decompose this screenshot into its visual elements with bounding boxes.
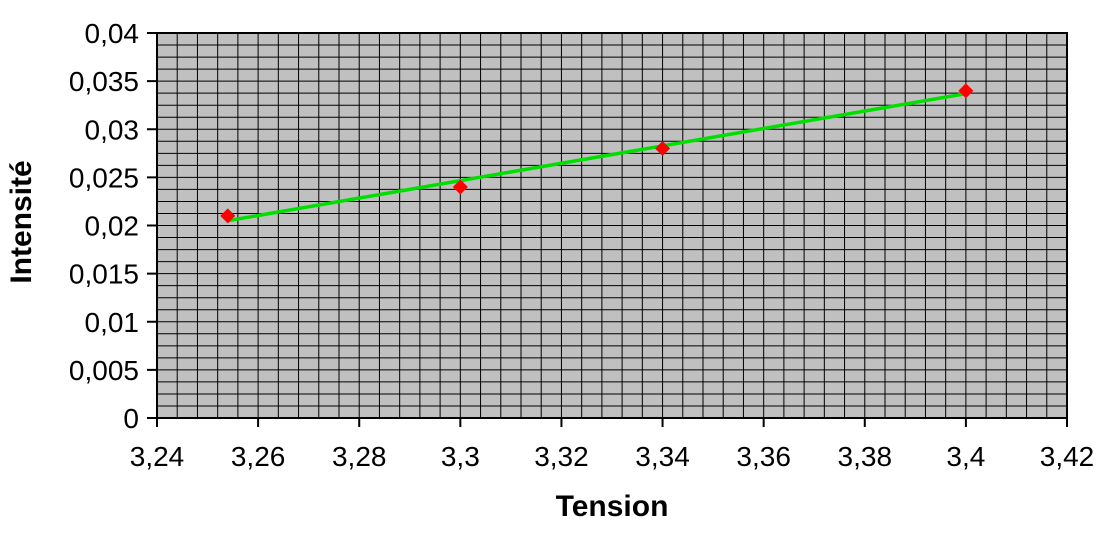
y-tick-label: 0,02 [85, 211, 140, 242]
y-tick-label: 0,015 [69, 259, 139, 290]
x-tick-label: 3,3 [441, 441, 480, 472]
y-tick-label: 0,01 [85, 307, 140, 338]
x-tick-label: 3,42 [1040, 441, 1095, 472]
data-point [958, 83, 974, 99]
y-tick-label: 0,005 [69, 355, 139, 386]
data-point [655, 141, 671, 156]
x-tick-label: 3,36 [736, 441, 791, 472]
y-tick-label: 0,04 [85, 18, 140, 49]
data-point [452, 179, 468, 195]
data-point [220, 208, 236, 224]
x-tick-label: 3,28 [332, 441, 387, 472]
x-tick-label: 3,24 [130, 441, 185, 472]
x-tick-label: 3,34 [635, 441, 690, 472]
y-tick-label: 0 [123, 403, 139, 434]
x-tick-label: 3,32 [534, 441, 589, 472]
y-axis-title: Intensité [5, 160, 38, 284]
x-axis-title: Tension [555, 490, 669, 523]
y-tick-label: 0,03 [85, 114, 140, 145]
x-tick-label: 3,26 [231, 441, 286, 472]
trendline [227, 91, 967, 223]
x-tick-label: 3,38 [838, 441, 893, 472]
y-tick-label: 0,035 [69, 66, 139, 97]
x-tick-label: 3,4 [946, 441, 985, 472]
y-tick-label: 0,025 [69, 162, 139, 193]
